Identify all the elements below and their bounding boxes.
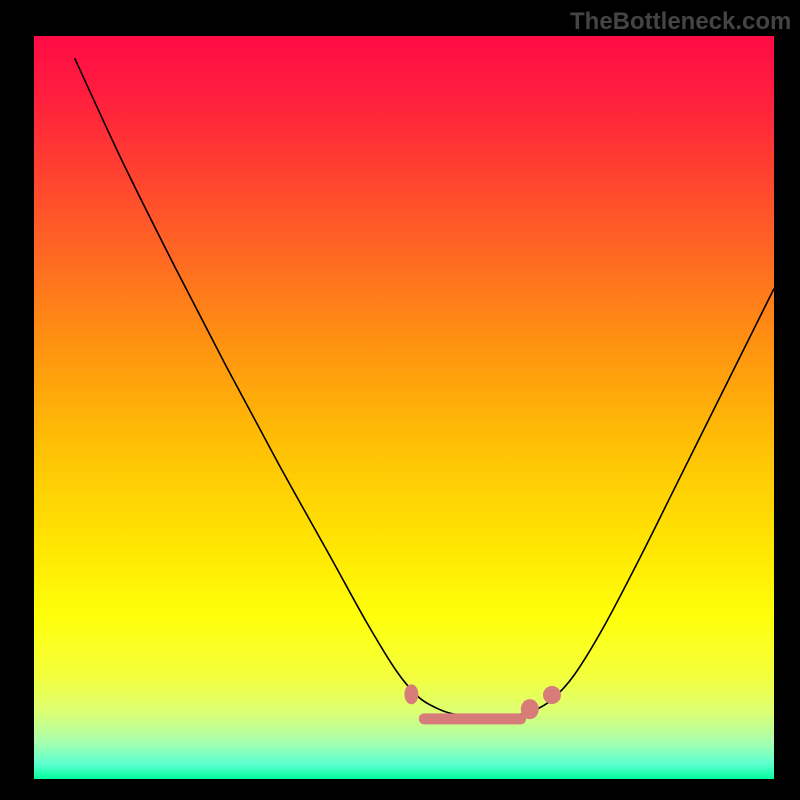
valley-marker-0 [404, 684, 418, 704]
valley-band-marker [419, 713, 526, 724]
valley-marker-2 [543, 686, 561, 704]
curve-layer [34, 36, 774, 779]
watermark: TheBottleneck.com [570, 8, 791, 36]
valley-marker-1 [521, 699, 539, 719]
plot-area [34, 36, 774, 779]
bottleneck-curve [75, 58, 774, 716]
